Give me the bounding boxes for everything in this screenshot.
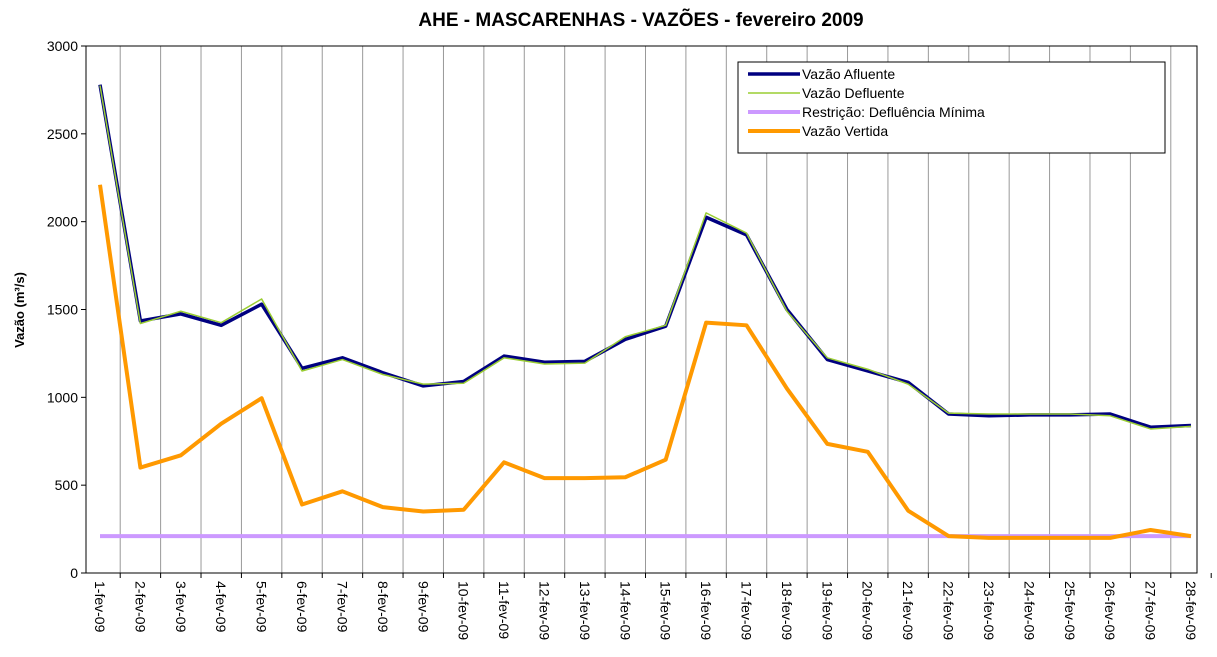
- x-tick-label: 13-fev-09: [577, 581, 593, 640]
- y-tick-label: 0: [70, 565, 78, 581]
- x-tick-label: 10-fev-09: [456, 581, 472, 640]
- x-tick-label: 16-fev-09: [698, 581, 714, 640]
- x-tick-label: 28-fev-09: [1183, 581, 1199, 640]
- x-tick-label: 7-fev-09: [334, 581, 350, 633]
- x-tick-label: 6-fev-09: [294, 581, 310, 633]
- x-tick-label: 20-fev-09: [860, 581, 876, 640]
- x-tick-label: 25-fev-09: [1062, 581, 1078, 640]
- x-tick-label: 11-fev-09: [496, 581, 512, 639]
- y-axis-label: Vazão (m³/s): [12, 272, 27, 348]
- y-tick-label: 1000: [47, 389, 78, 405]
- series-line: [99, 85, 1192, 430]
- x-tick-label: 3-fev-09: [173, 581, 189, 633]
- x-tick-label: 1-fev-09: [92, 581, 108, 633]
- legend: Vazão Afluente Vazão Defluente Restrição: …: [748, 66, 985, 139]
- x-tick-label: 17-fev-09: [739, 581, 755, 640]
- y-tick-label: 3000: [47, 38, 78, 54]
- x-tick-label: 27-fev-09: [1143, 581, 1159, 640]
- x-tick-label: 22-fev-09: [941, 581, 957, 640]
- legend-label: Vazão Afluente: [802, 66, 895, 82]
- x-tick-label: 15-fev-09: [658, 581, 674, 640]
- x-tick-label: 14-fev-09: [617, 581, 633, 640]
- y-tick-label: 500: [55, 477, 79, 493]
- x-tick-label: 9-fev-09: [415, 581, 431, 633]
- x-tick-label: 12-fev-09: [536, 581, 552, 640]
- x-tick-label: 21-fev-09: [900, 581, 916, 640]
- legend-label: Vazão Vertida: [802, 123, 888, 139]
- x-tick-label: 5-fev-09: [254, 581, 270, 633]
- series-line: [98, 184, 1192, 540]
- y-tick-label: 2500: [47, 126, 78, 142]
- x-tick-label: 18-fev-09: [779, 581, 795, 640]
- x-tick-label: 2-fev-09: [132, 581, 148, 633]
- x-tick-label: 8-fev-09: [375, 581, 391, 633]
- legend-label: Restrição: Defluência Mínima: [802, 104, 985, 120]
- lines: [98, 84, 1192, 540]
- x-tick-label: 26-fev-09: [1102, 581, 1118, 640]
- x-tick-label: 23-fev-09: [981, 581, 997, 640]
- grid: [119, 46, 1172, 573]
- y-tick-label: 1500: [47, 302, 78, 318]
- y-tick-label: 2000: [47, 214, 78, 230]
- legend-label: Vazão Defluente: [802, 85, 905, 101]
- x-tick-label: 4-fev-09: [213, 581, 229, 633]
- chart-title: AHE - MASCARENHAS - VAZÕES - fevereiro 2…: [418, 9, 863, 31]
- x-tick-label: 19-fev-09: [819, 581, 835, 640]
- x-tick-label: 24-fev-09: [1021, 581, 1037, 640]
- legend-box: [737, 61, 1166, 154]
